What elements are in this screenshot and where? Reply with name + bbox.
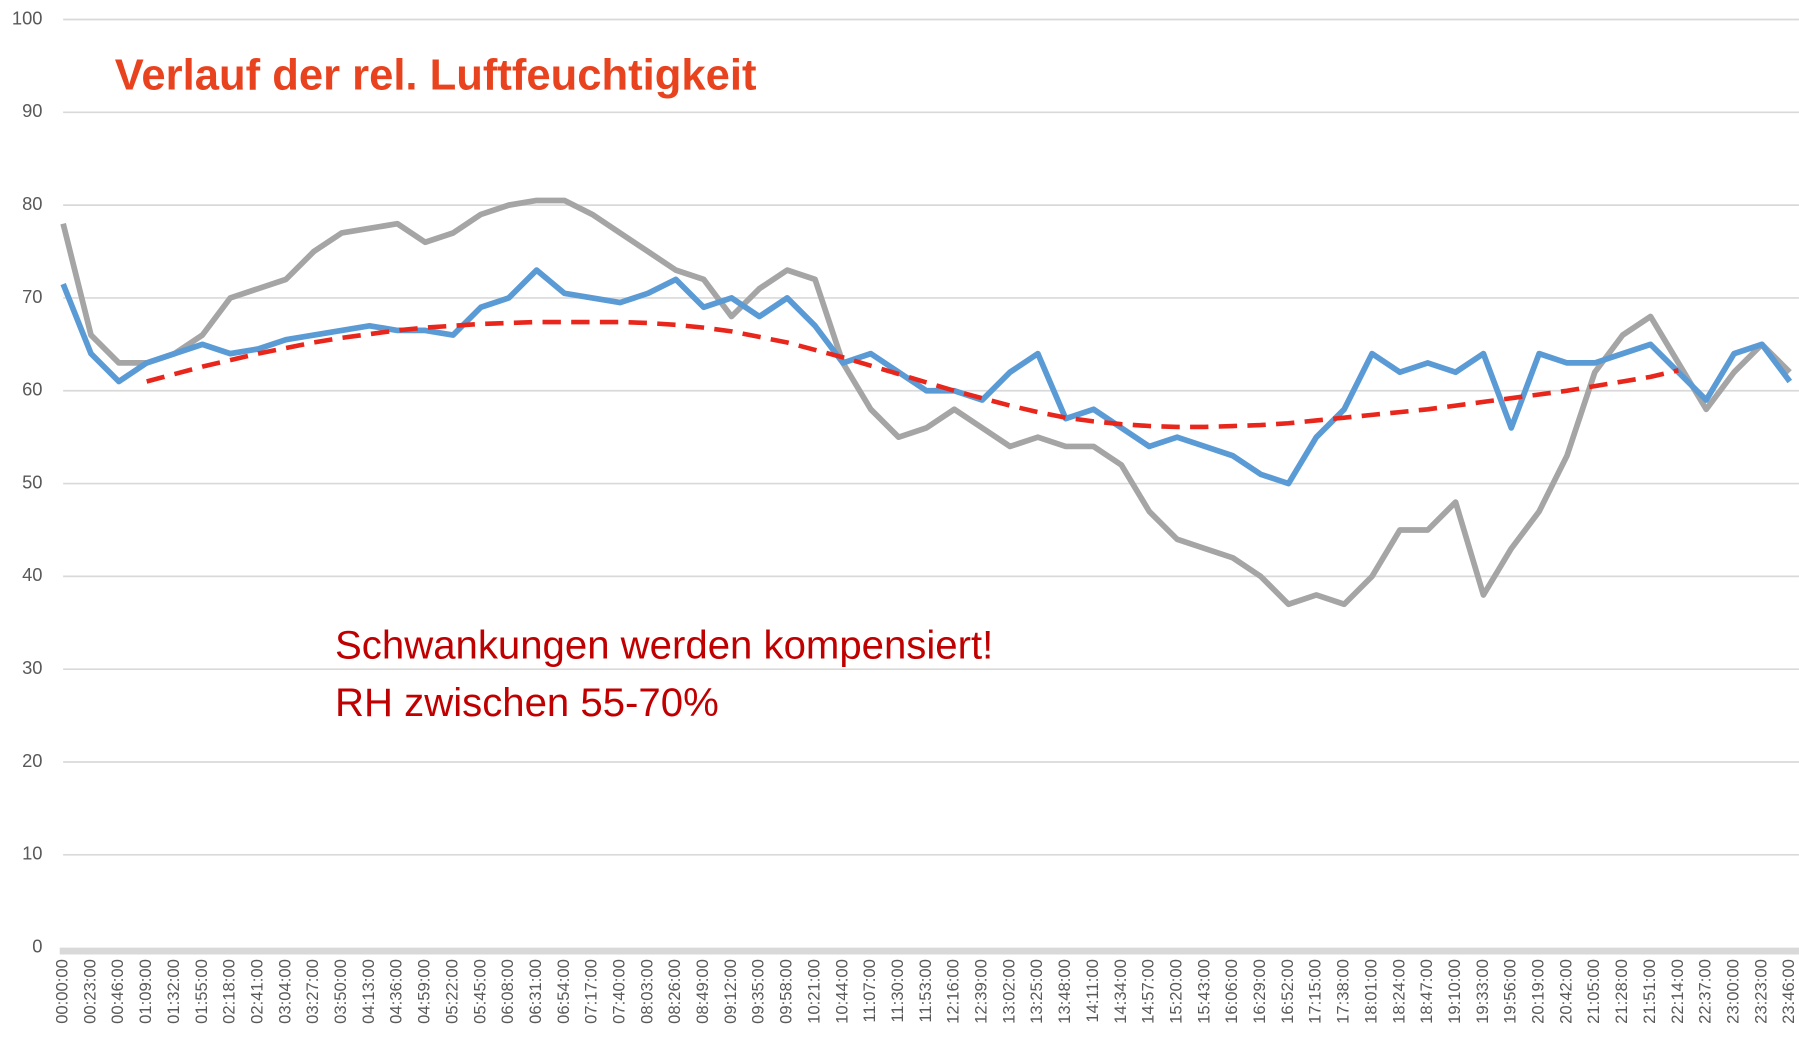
x-tick-label: 07:17:00 [582, 959, 601, 1024]
x-tick-label: 18:47:00 [1417, 959, 1436, 1024]
x-axis-band [59, 947, 1799, 955]
y-tick-label: 90 [22, 100, 42, 121]
y-tick-label: 0 [32, 935, 42, 956]
x-tick-label: 13:48:00 [1055, 959, 1074, 1024]
x-tick-label: 11:07:00 [860, 959, 879, 1022]
x-tick-label: 21:05:00 [1584, 959, 1603, 1024]
x-tick-label: 12:39:00 [972, 959, 991, 1024]
x-tick-label: 23:00:00 [1723, 959, 1742, 1024]
x-tick-label: 07:40:00 [610, 959, 629, 1024]
x-tick-label: 19:10:00 [1445, 959, 1464, 1024]
x-tick-label: 03:50:00 [331, 959, 350, 1024]
series-line [60, 267, 1793, 487]
x-tick-label: 20:42:00 [1556, 959, 1575, 1024]
x-tick-label: 17:38:00 [1334, 959, 1353, 1024]
x-tick-label: 14:11:00 [1083, 959, 1102, 1022]
x-tick-label: 00:46:00 [108, 959, 127, 1024]
x-labels: 00:00:00 00:23:00 00:46:00 01:09:00 01:32:00… [53, 959, 1799, 1024]
x-tick-label: 10:21:00 [804, 959, 823, 1024]
x-tick-label: 15:43:00 [1194, 959, 1213, 1024]
y-tick-label: 100 [12, 7, 43, 28]
x-tick-label: 01:09:00 [136, 959, 155, 1024]
x-tick-label: 11:30:00 [888, 959, 907, 1022]
x-tick-label: 03:27:00 [303, 959, 322, 1024]
x-tick-label: 19:33:00 [1473, 959, 1492, 1024]
x-tick-label: 04:13:00 [359, 959, 378, 1024]
series-line [60, 197, 1792, 608]
x-tick-label: 10:44:00 [832, 959, 851, 1024]
annotation: Schwankungen werden kompensiert! [335, 623, 993, 668]
x-tick-label: 09:12:00 [721, 959, 740, 1024]
x-tick-label: 06:08:00 [498, 959, 517, 1024]
x-tick-label: 21:51:00 [1640, 959, 1659, 1024]
x-tick-label: 12:16:00 [944, 959, 963, 1024]
x-tick-label: 13:25:00 [1027, 959, 1046, 1024]
x-tick-label: 14:34:00 [1111, 959, 1130, 1024]
x-tick-label: 18:01:00 [1361, 959, 1380, 1024]
x-tick-label: 14:57:00 [1139, 959, 1158, 1024]
x-tick-label: 13:02:00 [999, 959, 1018, 1024]
y-tick-label: 80 [22, 193, 42, 214]
x-tick-label: 16:29:00 [1250, 959, 1269, 1024]
x-tick-label: 20:19:00 [1529, 959, 1548, 1024]
x-tick-label: 21:28:00 [1612, 959, 1631, 1024]
x-tick-label: 23:23:00 [1751, 959, 1770, 1024]
x-tick-label: 06:54:00 [554, 959, 573, 1024]
x-tick-label: 00:23:00 [80, 959, 99, 1024]
x-tick-label: 18:24:00 [1389, 959, 1408, 1024]
x-tick-label: 08:49:00 [693, 959, 712, 1024]
y-tick-label: 60 [22, 379, 42, 400]
y-tick-label: 50 [22, 471, 42, 492]
x-tick-label: 01:55:00 [192, 959, 211, 1024]
x-tick-label: 23:46:00 [1779, 959, 1798, 1024]
lines [60, 197, 1793, 608]
x-tick-label: 19:56:00 [1501, 959, 1520, 1024]
chart-title: Verlauf der rel. Luftfeuchtigkeit [115, 51, 757, 99]
x-tick-label: 11:53:00 [916, 959, 935, 1022]
x-tick-label: 17:15:00 [1306, 959, 1325, 1024]
x-tick-label: 04:59:00 [415, 959, 434, 1024]
x-tick-label: 06:31:00 [526, 959, 545, 1024]
x-tick-label: 16:06:00 [1222, 959, 1241, 1024]
x-tick-label: 16:52:00 [1278, 959, 1297, 1024]
y-tick-label: 10 [22, 843, 42, 864]
x-tick-label: 02:18:00 [220, 959, 239, 1024]
series-line [146, 319, 1679, 430]
annotation: RH zwischen 55-70% [335, 680, 719, 725]
x-tick-label: 04:36:00 [387, 959, 406, 1024]
y-tick-label: 70 [22, 286, 42, 307]
x-tick-label: 01:32:00 [164, 959, 183, 1024]
x-tick-label: 08:26:00 [665, 959, 684, 1024]
y-tick-label: 30 [22, 657, 42, 678]
x-tick-label: 08:03:00 [637, 959, 656, 1024]
x-tick-label: 09:58:00 [777, 959, 796, 1024]
x-tick-label: 05:22:00 [442, 959, 461, 1024]
x-tick-label: 00:00:00 [53, 959, 72, 1024]
x-tick-label: 05:45:00 [470, 959, 489, 1024]
x-tick-label: 09:35:00 [749, 959, 768, 1024]
y-tick-label: 40 [22, 564, 42, 585]
x-tick-label: 02:41:00 [247, 959, 266, 1024]
x-tick-label: 22:37:00 [1696, 959, 1715, 1024]
x-tick-label: 22:14:00 [1668, 959, 1687, 1024]
x-tick-label: 03:04:00 [275, 959, 294, 1024]
x-tick-label: 15:20:00 [1166, 959, 1185, 1024]
y-tick-label: 20 [22, 750, 42, 771]
grid: 0 10 20 30 40 50 60 70 80 90 100 [12, 7, 1799, 956]
